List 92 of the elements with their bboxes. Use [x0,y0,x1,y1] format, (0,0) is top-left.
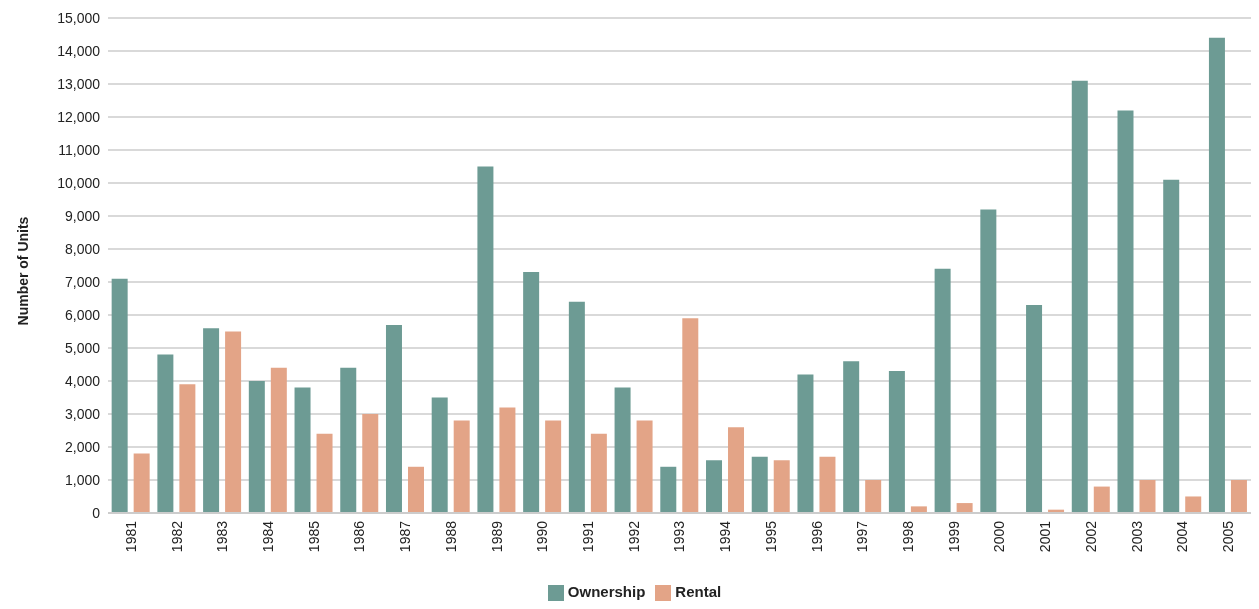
legend-label: Ownership [567,582,646,600]
y-tick-label: 13,000 [57,75,101,92]
bar [590,433,607,513]
x-tick-label: 1994 [717,520,734,553]
bar [477,166,494,513]
x-tick-label: 2003 [1128,520,1145,553]
bar [1139,479,1156,513]
bar [773,460,790,513]
x-tick-label: 1988 [442,520,459,553]
x-tick-label: 1989 [488,520,505,553]
bar [797,374,814,513]
x-tick-label: 1981 [122,520,139,553]
x-tick-label: 1993 [671,520,688,553]
bar [843,361,860,513]
bar [407,466,424,513]
bar [294,387,311,513]
x-tick-label: 1991 [580,520,596,553]
y-tick-label: 15,000 [57,9,101,26]
y-tick-label: 0 [92,504,101,521]
bar [203,328,220,513]
bar [934,268,951,513]
x-tick-label: 1987 [397,520,414,553]
x-tick-label: 1992 [625,520,642,553]
y-tick-label: 11,000 [58,141,101,158]
y-tick-label: 5,000 [64,339,101,356]
bar [751,456,768,513]
bar [1093,486,1110,513]
bar [453,420,470,513]
bar [1117,110,1134,513]
x-tick-label: 2001 [1037,520,1054,553]
x-tick-label: 1999 [945,520,962,553]
bar [316,433,333,513]
bar [660,466,677,513]
bar [431,397,448,513]
bar [179,384,196,513]
bar [385,324,402,513]
y-tick-label: 14,000 [57,42,101,59]
y-tick-label: 12,000 [57,108,101,125]
bar [270,367,287,513]
y-tick-label: 8,000 [64,240,101,257]
bar [1071,80,1088,513]
bar [682,318,699,513]
bar [568,301,585,513]
legend-label: Rental [675,582,722,600]
x-tick-label: 1983 [214,520,231,553]
bar [225,331,242,513]
bar [910,506,927,513]
x-tick-label: 1997 [854,520,871,553]
y-tick-label: 10,000 [57,174,101,191]
bar [706,460,723,513]
bar [1185,496,1202,513]
bar [819,456,836,513]
bar [111,278,128,513]
x-tick-label: 2002 [1082,520,1099,553]
bar [523,272,540,513]
bar [157,354,174,513]
x-tick-label: 1985 [305,520,322,553]
bar [888,371,905,513]
y-tick-label: 9,000 [64,207,101,224]
bar [980,209,997,513]
bar [133,453,150,513]
y-tick-label: 1,000 [64,471,101,488]
x-tick-label: 2005 [1220,520,1237,553]
x-tick-label: 2000 [991,520,1008,553]
bar [1163,179,1180,513]
x-tick-label: 1995 [762,520,779,553]
y-tick-label: 2,000 [64,438,101,455]
bar [340,367,357,513]
y-axis-title: Number of Units [14,216,31,326]
bar [956,503,973,513]
y-tick-label: 7,000 [64,273,101,290]
bar [728,427,745,513]
bar [1208,37,1225,513]
y-tick-label: 4,000 [64,372,101,389]
bar [248,380,265,513]
x-tick-label: 1996 [808,520,825,553]
bar [545,420,562,513]
x-tick-label: 1982 [168,520,185,553]
x-tick-label: 1986 [351,520,368,553]
x-tick-label: 1984 [259,520,276,553]
bar [636,420,653,513]
x-tick-label: 1998 [900,520,917,553]
bar [865,479,882,513]
bar [499,407,516,513]
y-tick-label: 6,000 [64,306,101,323]
bar [1026,305,1043,513]
y-tick-label: 3,000 [64,405,101,422]
bar [362,413,379,513]
x-tick-label: 1990 [534,520,551,553]
bar [614,387,631,513]
bar [1230,479,1247,513]
x-tick-label: 2004 [1174,520,1191,553]
